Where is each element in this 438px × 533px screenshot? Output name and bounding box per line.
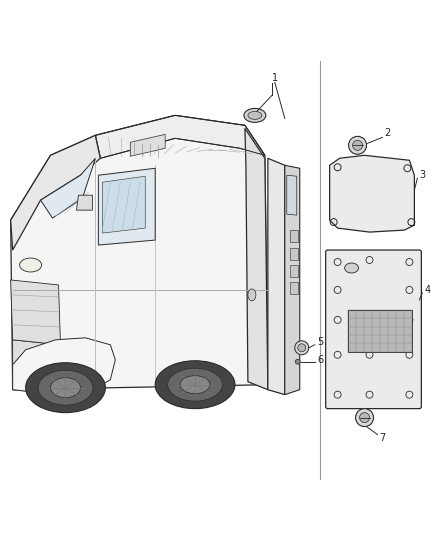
Polygon shape (41, 158, 95, 218)
Text: 7: 7 (379, 433, 386, 442)
Text: 6: 6 (318, 355, 324, 365)
Ellipse shape (38, 370, 93, 405)
Ellipse shape (25, 363, 106, 413)
Polygon shape (13, 340, 60, 394)
Circle shape (295, 341, 309, 355)
Polygon shape (11, 280, 60, 345)
Ellipse shape (248, 289, 256, 301)
Polygon shape (11, 135, 100, 250)
Circle shape (360, 413, 370, 423)
Polygon shape (13, 338, 115, 394)
Polygon shape (77, 195, 92, 210)
Ellipse shape (180, 376, 210, 394)
Bar (290, 248, 298, 260)
Polygon shape (11, 116, 268, 390)
Polygon shape (102, 176, 145, 233)
Circle shape (353, 140, 363, 150)
Circle shape (349, 136, 367, 154)
Bar (290, 265, 298, 277)
Polygon shape (330, 155, 414, 232)
FancyBboxPatch shape (326, 250, 421, 409)
Ellipse shape (20, 258, 42, 272)
Ellipse shape (345, 263, 359, 273)
Circle shape (356, 409, 374, 426)
Polygon shape (99, 168, 155, 245)
Bar (290, 282, 298, 294)
Polygon shape (130, 134, 165, 156)
Ellipse shape (244, 108, 266, 123)
Text: 2: 2 (385, 128, 391, 139)
Polygon shape (95, 116, 265, 158)
Bar (348, 310, 413, 352)
Circle shape (295, 359, 300, 364)
Circle shape (298, 344, 306, 352)
Ellipse shape (168, 368, 223, 401)
Text: 5: 5 (318, 337, 324, 347)
Bar (290, 230, 298, 242)
Polygon shape (287, 175, 297, 215)
Ellipse shape (248, 111, 262, 119)
Text: 4: 4 (424, 285, 431, 295)
Ellipse shape (155, 361, 235, 409)
Polygon shape (268, 158, 285, 394)
Polygon shape (245, 128, 268, 390)
Text: 1: 1 (272, 74, 278, 84)
Text: 3: 3 (419, 170, 425, 180)
Ellipse shape (50, 378, 81, 398)
Polygon shape (285, 165, 300, 394)
